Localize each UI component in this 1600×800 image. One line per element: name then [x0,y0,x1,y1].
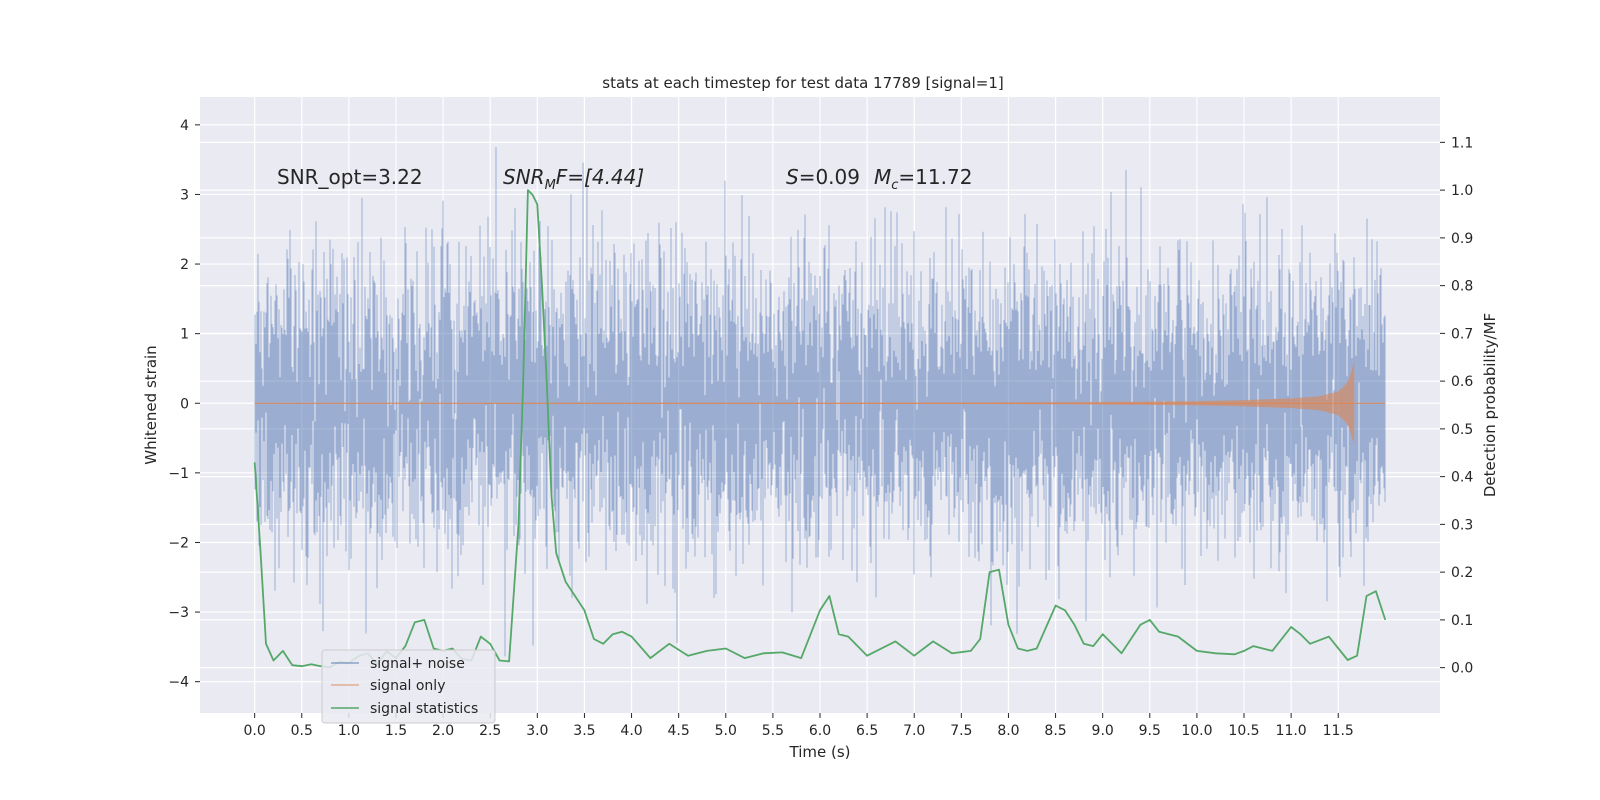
y2-tick-label: 0.1 [1451,613,1473,629]
x-tick-label: 8.0 [997,723,1019,739]
plot-title: stats at each timestep for test data 177… [602,74,1003,92]
y2-axis-label: Detection probability/MF [1481,313,1499,497]
x-tick-label: 6.0 [809,723,831,739]
x-tick-label: 0.5 [291,723,313,739]
x-tick-label: 4.0 [620,723,642,739]
s-value: =0.09 [799,165,860,189]
x-tick-label: 2.0 [432,723,454,739]
x-tick-label: 5.5 [762,723,784,739]
y2-tick-label: 0.7 [1451,326,1473,342]
mc-value: =11.72 [898,165,972,189]
x-tick-label: 11.5 [1323,723,1354,739]
annotation-snr-mf: SNRMF=[4.44] [503,165,644,193]
y-tick-label: 0 [180,396,189,412]
y2-tick-label: 0.6 [1451,374,1473,390]
x-tick-label: 8.5 [1044,723,1066,739]
y2-tick-label: 1.0 [1451,183,1473,199]
y2-tick-label: 0.3 [1451,517,1473,533]
x-tick-label: 9.0 [1092,723,1114,739]
y-tick-label: 1 [180,327,189,343]
y2-tick-label: 0.4 [1451,470,1473,486]
x-tick-label: 6.5 [856,723,878,739]
y-tick-label: −1 [168,466,189,482]
snr-mf-subscript: M [545,178,556,193]
annotation-snr-opt: SNR_opt=3.22 [277,165,423,189]
y-axis-label: Whitened strain [142,345,160,464]
x-tick-label: 10.0 [1181,723,1212,739]
legend-label-signal-statistics: signal statistics [370,701,478,717]
legend: signal+ noise signal only signal statist… [321,649,496,724]
y2-tick-label: 0.2 [1451,565,1473,581]
y2-tick-label: 1.1 [1451,135,1473,151]
x-tick-label: 9.5 [1139,723,1161,739]
y2-tick-label: 0.0 [1451,661,1473,677]
x-tick-label: 2.5 [479,723,501,739]
y-tick-label: 2 [180,257,189,273]
x-tick-label: 0.0 [244,723,266,739]
mc-variable: M [874,165,891,189]
x-tick-label: 1.5 [385,723,407,739]
y-tick-label: −4 [168,675,189,691]
x-tick-label: 10.5 [1228,723,1259,739]
x-ticks: 0.0 0.5 1.0 1.5 2.0 2.5 3.0 3.5 4.0 4.5 5.0 5.5 6.0 6… [244,713,1354,739]
x-axis-label: Time (s) [789,743,851,761]
x-tick-label: 3.5 [573,723,595,739]
mc-subscript: c [891,178,898,193]
snr-mf-prefix: SNR [503,165,545,189]
y2-ticks: 1.1 1.0 0.9 0.8 0.7 0.6 0.5 0.4 0.3 0.2 0.1 0.0 [1440,135,1473,677]
series-signal-noise [254,147,1386,657]
snr-mf-suffix: F=[4.44] [556,165,644,189]
legend-box [321,649,496,724]
x-tick-label: 3.0 [526,723,548,739]
x-tick-label: 4.5 [668,723,690,739]
legend-label-signal-only: signal only [370,678,445,694]
s-variable: S [786,165,799,189]
y-tick-label: −3 [168,605,189,621]
y2-tick-label: 0.8 [1451,279,1473,295]
x-tick-label: 11.0 [1276,723,1307,739]
x-tick-label: 1.0 [338,723,360,739]
x-tick-label: 5.0 [715,723,737,739]
y-tick-label: −2 [168,535,189,551]
y2-tick-label: 0.9 [1451,231,1473,247]
annotation-s-mc: S=0.09 Mc=11.72 [786,165,972,193]
legend-label-signal-noise: signal+ noise [370,656,465,672]
y-tick-label: 3 [180,187,189,203]
x-tick-label: 7.5 [950,723,972,739]
x-tick-label: 7.0 [903,723,925,739]
y2-tick-label: 0.5 [1451,422,1473,438]
y-tick-label: 4 [180,118,189,134]
y-ticks: 4 3 2 1 0 −1 −2 −3 −4 [168,118,200,691]
